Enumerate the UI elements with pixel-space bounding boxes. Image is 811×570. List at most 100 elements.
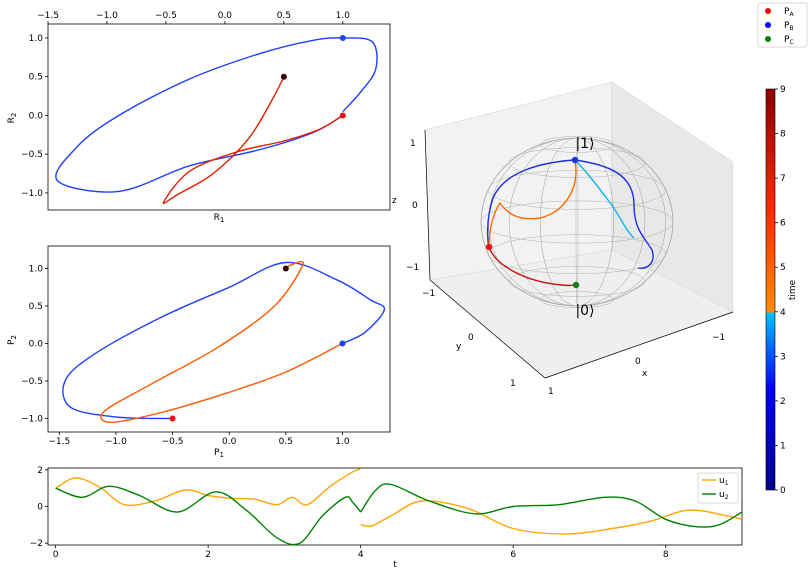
bloch-x-tick-m1: −1	[712, 333, 725, 343]
colorbar-tick-label: 0	[780, 486, 786, 496]
bloch-x-tick-0: 0	[635, 357, 641, 367]
point-legend: PA PB PC	[757, 2, 808, 48]
p2-xtick-label: 1.0	[335, 437, 350, 447]
p2-xtick-label: 0.5	[279, 437, 293, 447]
r-plane-trajectory-blue	[55, 37, 378, 193]
p4-xtick-label: 0	[53, 550, 59, 560]
r-plane-xlabel: R1	[214, 213, 225, 224]
p2-xtick-label: −0.5	[162, 437, 184, 447]
r-plane-trajectory-red	[162, 76, 344, 205]
p4-xtick-label: 2	[205, 550, 211, 560]
r-plane-marker-end	[280, 73, 287, 80]
p2-xtick-label: 0.0	[222, 437, 237, 447]
point-legend-box	[757, 2, 808, 48]
bloch-ylabel: y	[456, 342, 462, 352]
p1-ytick-label: 1.0	[29, 34, 44, 44]
controls-lines	[55, 468, 743, 546]
bloch-y-tick-0: 0	[468, 333, 474, 343]
p4-xtick-label: 8	[663, 550, 669, 560]
p-plane-ylabel: P2	[7, 335, 18, 345]
legend-pa-label: PA	[784, 7, 794, 18]
bloch-z-tick-m1: −1	[406, 263, 419, 273]
legend-u2-label: u2	[719, 490, 729, 501]
p1-ytick-label: 0.5	[29, 73, 43, 83]
bloch-bottom-label: |0⟩	[575, 303, 594, 319]
p2-ytick-label: 1.0	[29, 265, 44, 275]
controls-frame	[47, 467, 743, 546]
r-plane-ylabel: R2	[7, 113, 18, 124]
colorbar-ticks: 9 8 7 6 5 4 3 2 1 0	[775, 85, 786, 496]
p-plane-xlabel: P1	[214, 448, 224, 459]
colorbar-tick-label: 2	[780, 397, 786, 407]
bloch-x-axis	[544, 311, 734, 379]
colorbar-gradient	[765, 88, 776, 491]
bloch-marker-pc	[572, 281, 580, 289]
bloch-trajectory-cyan	[574, 159, 635, 239]
p-plane-frame	[47, 245, 391, 433]
bloch-sphere-chart: |1⟩ |0⟩ 1 0 −1 z −1 0 1 y 1 0 −1 x	[392, 81, 734, 397]
p-plane-marker-blue	[339, 340, 346, 347]
p1-xtick-label: −0.5	[155, 11, 177, 21]
controls-series-line	[55, 485, 362, 546]
colorbar-tick-label: 7	[780, 174, 786, 184]
p1-xtick-label: 0.5	[277, 11, 291, 21]
bloch-back-pane	[424, 81, 613, 281]
legend-pa-marker	[765, 8, 771, 14]
p2-xtick-label: −1.0	[105, 437, 127, 447]
controls-xlabel: t	[393, 560, 397, 570]
legend-pc-label: PC	[784, 35, 794, 46]
r-plane-ticks: −1.5 −1.0 −0.5 0.0 0.5 1.0 1.0 0.5 0.0 −0.5 −1.0	[21, 11, 350, 199]
p1-ytick-label: 0.0	[29, 111, 44, 121]
p1-xtick-label: −1.0	[96, 11, 118, 21]
bloch-trajectory-blue-left	[486, 159, 576, 248]
controls-series-line	[360, 483, 743, 528]
controls-legend	[697, 472, 739, 504]
p-plane-marker-end	[282, 265, 289, 272]
bloch-marker-pb	[571, 156, 579, 164]
p4-xtick-label: 6	[510, 550, 516, 560]
r-plane-marker-start	[339, 112, 346, 119]
colorbar-tick-label: 5	[780, 263, 786, 273]
bloch-z-tick-0: 0	[412, 201, 418, 211]
p-plane-ticks: −1.5 −1.0 −0.5 0.0 0.5 1.0 1.0 0.5 0.0 −0.5 −1.0	[21, 265, 350, 448]
p2-ytick-label: 0.5	[29, 302, 43, 312]
colorbar-tick-label: 8	[780, 130, 786, 140]
p1-xtick-label: 1.0	[336, 11, 351, 21]
bloch-top-label: |1⟩	[575, 136, 594, 152]
colorbar-tick-label: 4	[780, 308, 786, 318]
colorbar-tick-label: 1	[780, 441, 786, 451]
controls-chart: 0 2 4 6 8 2 0 −2 t u1 u2	[30, 466, 743, 570]
p4-ytick-label: −2	[30, 539, 43, 549]
bloch-trajectory-blue-right	[574, 159, 654, 269]
controls-series-line	[55, 468, 361, 507]
r-plane-marker-blue	[339, 34, 346, 41]
legend-pc-marker	[765, 36, 771, 42]
p1-ytick-label: −1.0	[21, 189, 43, 199]
bloch-y-tick-m1: −1	[422, 289, 435, 299]
p4-xtick-label: 4	[358, 550, 364, 560]
bloch-marker-pa	[485, 243, 493, 251]
bloch-xlabel: x	[642, 369, 648, 379]
time-colorbar: 9 8 7 6 5 4 3 2 1 0 time	[765, 85, 798, 496]
bloch-x-tick-1: 1	[548, 387, 554, 397]
bloch-y-tick-1: 1	[510, 379, 516, 389]
legend-pb-marker	[765, 22, 771, 28]
bloch-z-tick-1: 1	[410, 139, 416, 149]
p1-xtick-label: 0.0	[218, 11, 233, 21]
controls-ticks: 0 2 4 6 8 2 0 −2	[30, 466, 669, 560]
bloch-z-axis	[424, 129, 431, 281]
p-plane-chart: −1.5 −1.0 −0.5 0.0 0.5 1.0 1.0 0.5 0.0 −0.5 −1.0 P…	[7, 245, 391, 459]
bloch-y-axis	[429, 279, 546, 379]
p2-ytick-label: 0.0	[29, 340, 44, 350]
bloch-wireframe	[480, 136, 674, 308]
p2-xtick-label: −1.5	[48, 437, 70, 447]
colorbar-tick-label: 6	[780, 219, 786, 229]
p2-ytick-label: −0.5	[21, 377, 43, 387]
controls-series-line	[360, 500, 743, 535]
colorbar-tick-label: 3	[780, 352, 786, 362]
legend-u1-label: u1	[719, 476, 729, 487]
p1-xtick-label: −1.5	[37, 11, 59, 21]
r-plane-chart: −1.5 −1.0 −0.5 0.0 0.5 1.0 1.0 0.5 0.0 −0.5 −1.0 R…	[7, 11, 391, 224]
bloch-trajectory-orange	[488, 159, 577, 248]
colorbar-label: time	[788, 279, 798, 300]
